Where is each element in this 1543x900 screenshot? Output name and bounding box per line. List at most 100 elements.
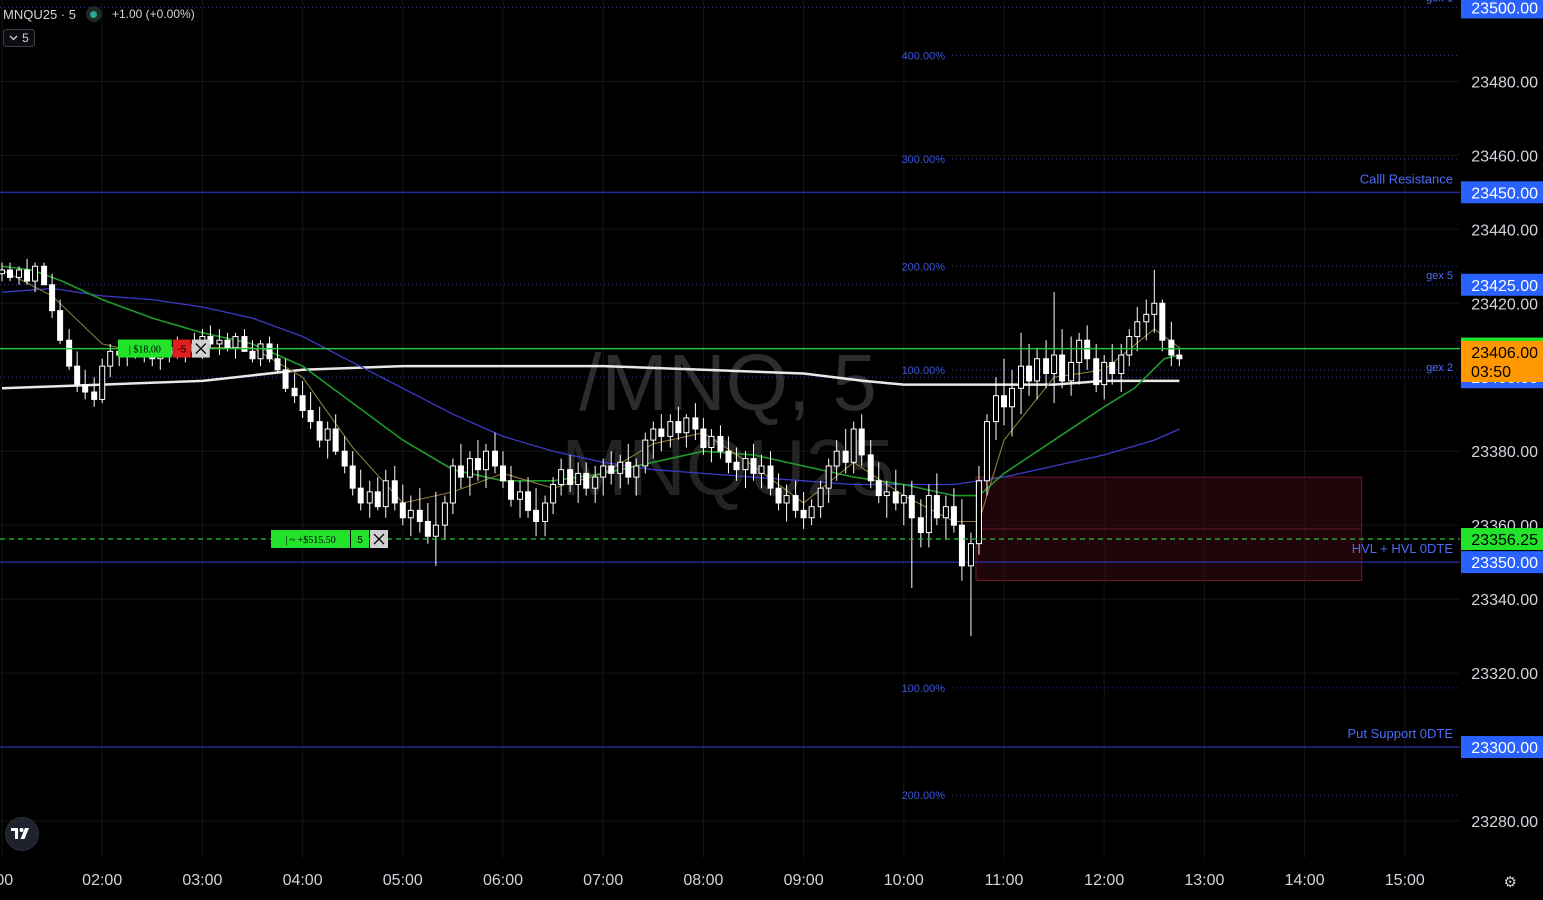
live-price-tag	[1461, 341, 1543, 382]
candle-body	[700, 428, 707, 448]
candle-body	[74, 365, 81, 386]
candle-body	[917, 517, 924, 534]
level-price-tag	[1461, 0, 1543, 19]
level-name-label: HVL + HVL 0DTE	[1352, 541, 1454, 556]
candle-body	[457, 465, 464, 478]
candle-body	[1026, 365, 1033, 382]
candle-body	[274, 358, 281, 371]
target-price-label: 23356.25	[1471, 532, 1538, 549]
candle-body	[0, 269, 5, 275]
candle-body	[1018, 365, 1025, 389]
candle-body	[24, 269, 31, 282]
candle-body	[391, 480, 398, 504]
candle-body	[432, 524, 439, 537]
level-price-label: 23425.00	[1471, 278, 1538, 295]
order-qty-label: -5	[177, 345, 186, 356]
candle-body	[16, 269, 23, 278]
symbol-legend: MNQU25 · 5 +1.00 (+0.00%)	[3, 6, 195, 22]
candle-body	[842, 450, 849, 463]
candle-body	[32, 265, 39, 282]
fib-label: 100.00%	[902, 683, 946, 695]
price-tick-label: 23420.00	[1471, 296, 1538, 313]
candle-body	[692, 417, 699, 430]
candle-body	[49, 284, 56, 312]
order-qty-box	[351, 530, 369, 549]
time-tick-label: 15:00	[1385, 872, 1425, 889]
order-lines: | $18.00 -5 | ~ +$515.50 5	[0, 339, 1460, 549]
candle-body	[1109, 361, 1116, 375]
candle-body	[667, 421, 674, 437]
level-name-label: Put Support 0DTE	[1348, 726, 1454, 741]
candle-body	[858, 428, 865, 456]
symbol-name[interactable]: MNQU25 · 5	[3, 6, 76, 22]
order-tag-short[interactable]: | $18.00 -5	[118, 339, 210, 358]
candle-body	[1068, 361, 1075, 382]
candle-body	[517, 491, 524, 500]
candle-body	[1034, 358, 1041, 382]
market-status-icon	[85, 6, 102, 22]
price-axis: 23480.00 23460.00 23440.00 23420.00 23380.00…	[1461, 0, 1543, 831]
candle-body	[642, 439, 649, 467]
candle-body	[567, 469, 574, 485]
candle-body	[817, 487, 824, 508]
candle-body	[658, 428, 665, 437]
candle-body	[282, 369, 289, 389]
candle-body	[633, 465, 640, 478]
candle-body	[449, 465, 456, 504]
candle-body	[800, 509, 807, 519]
level-name-label: Calll Resistance	[1360, 171, 1453, 186]
candle-body	[1001, 395, 1007, 408]
fib-label: 200.00%	[902, 790, 946, 802]
symbol-watermark: /MNQ, 5 MNQU25	[561, 338, 894, 512]
price-tick-label: 23480.00	[1471, 74, 1538, 91]
price-change: +1.00 (+0.00%)	[111, 7, 195, 21]
candle-body	[1076, 339, 1083, 363]
time-tick-label: 10:00	[884, 872, 924, 889]
fib-label: 400.00%	[902, 50, 946, 62]
candle-body	[542, 502, 549, 522]
target-price-tag	[1461, 528, 1543, 551]
candle-body	[407, 509, 414, 519]
candle-body	[550, 483, 557, 504]
price-tick-label: 23280.00	[1471, 814, 1538, 831]
fib-label: 300.00%	[902, 154, 946, 166]
level-price-tag	[1461, 273, 1543, 296]
order-pnl-label: | $18.00	[129, 345, 161, 356]
tradingview-logo-icon[interactable]	[5, 817, 39, 851]
candle-body	[349, 465, 356, 489]
candle-body	[1118, 354, 1125, 375]
time-tick-label: 09:00	[784, 872, 824, 889]
gear-icon[interactable]: ⚙	[1503, 874, 1517, 891]
candle-body	[374, 491, 381, 508]
candle-body	[291, 387, 298, 397]
candle-body	[299, 395, 306, 412]
candle-body	[608, 465, 615, 474]
price-tick-label: 23340.00	[1471, 592, 1538, 609]
candle-body	[257, 343, 264, 360]
time-tick-label: 07:00	[583, 872, 623, 889]
bar-countdown-label: 03:50	[1471, 364, 1511, 381]
candle-body	[249, 350, 256, 360]
time-axis: :00 02:00 03:00 04:00 05:00 06:00 07:00 08:00 09…	[0, 872, 1425, 889]
candle-body	[883, 491, 890, 497]
candle-body	[783, 495, 790, 504]
candle-body	[66, 339, 73, 367]
candle-body	[341, 450, 348, 467]
candle-body	[1159, 302, 1166, 341]
order-qty-box	[172, 339, 191, 358]
time-tick-label: 13:00	[1184, 872, 1224, 889]
interval-toggle-button[interactable]: 5	[3, 29, 35, 47]
price-tick-label: 23440.00	[1471, 222, 1538, 239]
candle-body	[1051, 354, 1058, 375]
candle-body	[675, 421, 682, 434]
candle-body	[958, 524, 965, 567]
watermark-line-1: /MNQ, 5	[579, 338, 877, 427]
candle-body	[1176, 354, 1183, 360]
candle-body	[91, 391, 98, 400]
candle-body	[908, 495, 915, 519]
order-tag-profit[interactable]: | ~ +$515.50 5	[271, 530, 388, 549]
candle-body	[1059, 354, 1066, 382]
candle-body	[717, 435, 724, 452]
candle-body	[967, 543, 974, 567]
